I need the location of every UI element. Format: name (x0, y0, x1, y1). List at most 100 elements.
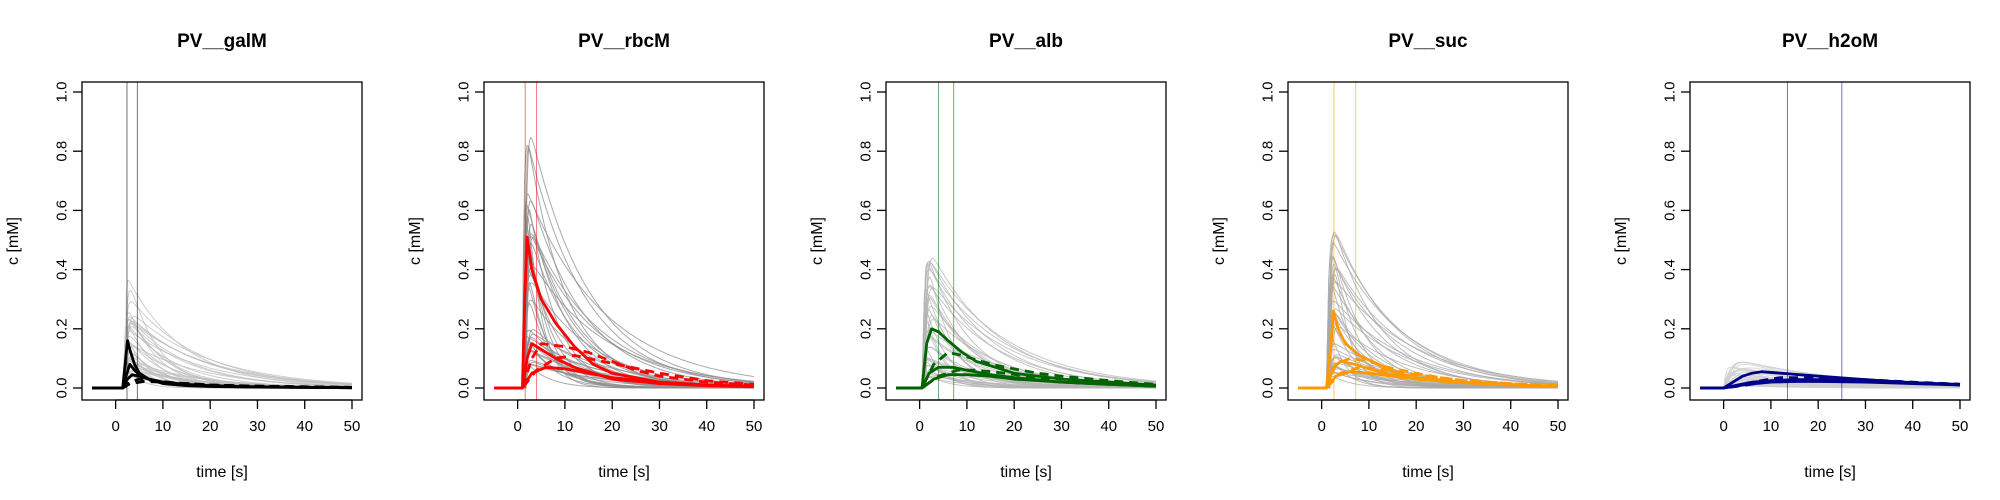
background-traces (92, 279, 353, 389)
y-axis-label: c [mM] (1211, 217, 1228, 265)
x-axis-label: time [s] (1000, 464, 1052, 481)
y-tick-label: 1.0 (1662, 82, 1679, 103)
x-tick-label: 50 (1952, 418, 1969, 435)
y-axis: 0.0 0.2 0.4 0.6 0.8 1.0 (1662, 82, 1690, 398)
background-trace (896, 359, 1156, 389)
y-tick-label: 0.6 (54, 200, 71, 221)
y-tick-label: 0.0 (1260, 378, 1277, 399)
series-line-1 (896, 327, 1157, 390)
y-axis: 0.0 0.2 0.4 0.6 0.8 1.0 (1260, 82, 1288, 399)
y-axis-label: c [mM] (809, 217, 826, 265)
background-trace (1298, 281, 1559, 389)
y-axis: 0.0 0.2 0.4 0.6 0.8 1.0 (858, 82, 886, 399)
series-group (92, 339, 353, 390)
y-tick-label: 0.6 (1260, 200, 1277, 221)
x-tick-label: 20 (604, 418, 621, 435)
x-tick-label: 0 (1719, 418, 1727, 435)
x-tick-label: 0 (111, 418, 119, 435)
background-trace (1298, 280, 1558, 389)
x-tick-label: 40 (1904, 418, 1921, 435)
background-trace (494, 233, 755, 389)
background-trace (1298, 326, 1559, 389)
background-trace (896, 307, 1156, 389)
series-line-5 (1700, 380, 1961, 390)
y-tick-label: 1.0 (54, 82, 71, 103)
background-trace (92, 316, 353, 389)
y-tick-label: 0.4 (1662, 259, 1679, 280)
y-tick-label: 0.8 (456, 141, 473, 162)
y-tick-label: 1.0 (456, 82, 473, 103)
x-tick-label: 40 (1502, 418, 1519, 435)
x-tick-label: 10 (557, 418, 574, 435)
chart-title: PV__rbcM (578, 31, 670, 52)
x-tick-label: 20 (1408, 418, 1425, 435)
y-axis-label: c [mM] (5, 217, 22, 265)
x-tick-label: 10 (1763, 418, 1780, 435)
x-tick-label: 30 (249, 418, 266, 435)
x-tick-label: 50 (746, 418, 763, 435)
y-tick-label: 0.8 (1662, 141, 1679, 162)
background-trace (494, 193, 755, 389)
x-axis-label: time [s] (1804, 464, 1856, 481)
background-trace (92, 320, 353, 389)
plot-frame (1689, 81, 1971, 401)
x-axis: 0 10 20 30 40 50 (1317, 399, 1567, 435)
series-line-4 (494, 354, 755, 390)
x-axis-label: time [s] (196, 464, 248, 481)
y-tick-label: 0.4 (1260, 259, 1277, 280)
background-trace (1298, 234, 1559, 389)
y-tick-label: 0.4 (456, 259, 473, 280)
y-axis-label: c [mM] (1613, 217, 1630, 265)
y-tick-label: 0.8 (858, 141, 875, 162)
x-tick-label: 30 (1053, 418, 1070, 435)
y-axis: 0.0 0.2 0.4 0.6 0.8 1.0 (456, 82, 484, 399)
x-tick-label: 40 (296, 418, 313, 435)
series-line-3 (896, 351, 1157, 390)
chart-title: PV__h2oM (1782, 31, 1878, 52)
x-tick-label: 20 (1810, 418, 1827, 435)
x-tick-label: 20 (202, 418, 219, 435)
y-tick-label: 0.2 (1662, 318, 1679, 339)
series-group (896, 327, 1157, 390)
series-line-5 (92, 380, 353, 390)
y-axis-label: c [mM] (407, 217, 424, 265)
y-tick-label: 0.0 (858, 378, 875, 399)
x-tick-label: 30 (1857, 418, 1874, 435)
y-tick-label: 0.8 (1260, 141, 1277, 162)
series-group (1298, 309, 1559, 390)
x-axis-label: time [s] (598, 464, 650, 481)
x-tick-label: 0 (915, 418, 923, 435)
background-trace (1298, 268, 1559, 389)
y-tick-label: 0.4 (858, 259, 875, 280)
y-tick-label: 0.6 (1662, 200, 1679, 221)
series-line-3 (1298, 357, 1559, 390)
background-trace (1298, 300, 1558, 389)
background-trace (92, 330, 352, 389)
x-tick-label: 50 (1148, 418, 1165, 435)
y-tick-label: 1.0 (858, 82, 875, 103)
background-trace (896, 286, 1157, 389)
series-line-5 (896, 373, 1157, 390)
series-line-5 (1298, 370, 1559, 390)
series-group (1700, 370, 1961, 390)
y-tick-label: 0.8 (54, 141, 71, 162)
chart-title: PV__alb (989, 31, 1063, 52)
x-tick-label: 50 (1550, 418, 1567, 435)
y-tick-label: 0.2 (456, 318, 473, 339)
chart-title: PV__galM (177, 31, 267, 52)
background-trace (896, 346, 1156, 389)
x-tick-label: 10 (1361, 418, 1378, 435)
x-tick-label: 0 (1317, 418, 1325, 435)
y-tick-label: 0.0 (456, 378, 473, 399)
series-line-5 (494, 365, 755, 390)
x-tick-label: 30 (651, 418, 668, 435)
series-line-3 (494, 342, 755, 390)
background-trace (494, 145, 755, 389)
y-tick-label: 1.0 (1260, 82, 1277, 103)
chart-title: PV__suc (1388, 31, 1468, 52)
